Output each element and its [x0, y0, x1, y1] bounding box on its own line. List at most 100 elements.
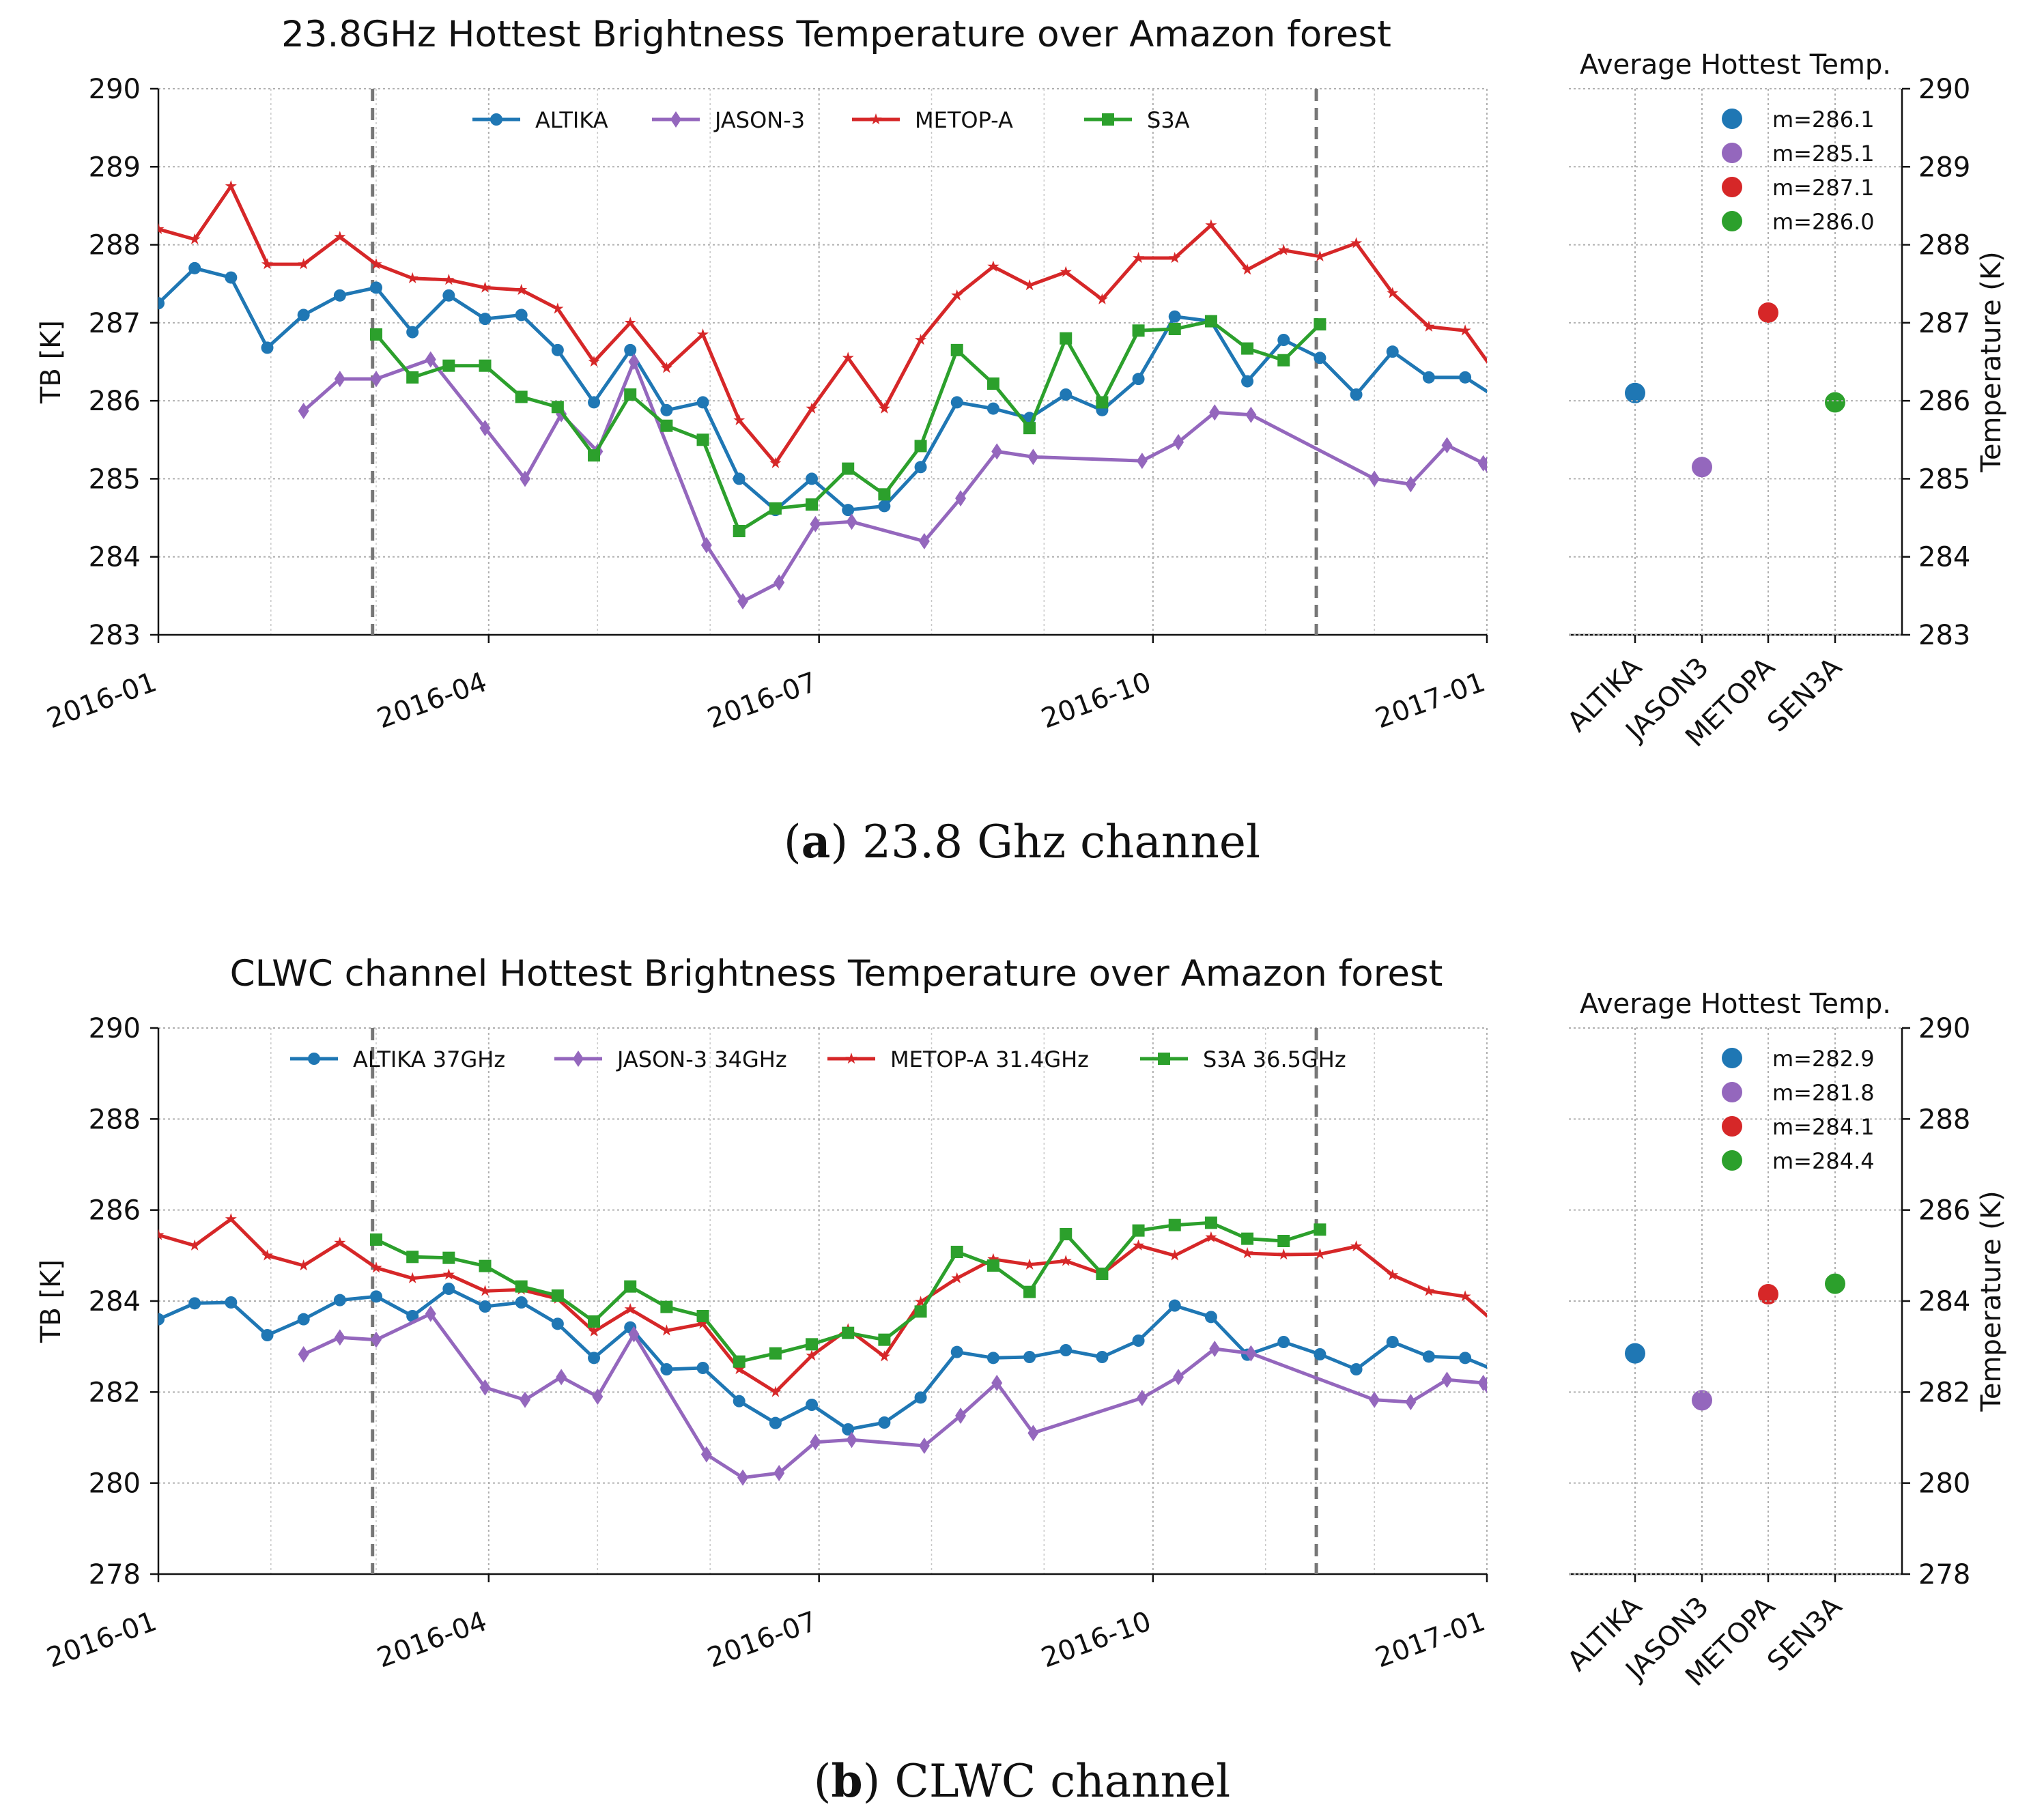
x-tick-label: 2016-10	[1037, 1605, 1155, 1674]
data-point	[1096, 1268, 1109, 1280]
caption-paren-open: (	[784, 816, 801, 868]
legend-label: ALTIKA 37GHz	[353, 1046, 505, 1072]
data-point	[914, 1391, 927, 1404]
data-point	[950, 343, 963, 356]
data-point	[588, 449, 601, 462]
side-y-tick-label: 286	[1918, 1195, 1970, 1227]
y-tick-label: 284	[89, 1286, 141, 1317]
data-point	[1350, 1240, 1363, 1252]
side-data-point	[1692, 457, 1712, 478]
chart-title: 23.8GHz Hottest Brightness Temperature o…	[281, 14, 1391, 55]
data-point	[733, 1355, 746, 1368]
side-data-point	[1758, 1284, 1778, 1304]
data-point	[1405, 1394, 1417, 1410]
data-point	[773, 1465, 785, 1481]
data-point	[1241, 1232, 1254, 1245]
data-point	[1023, 1258, 1036, 1270]
data-point	[588, 1315, 601, 1328]
caption-text: CLWC channel	[880, 1755, 1230, 1808]
data-point	[846, 1431, 857, 1448]
data-point	[1096, 293, 1108, 304]
data-point	[479, 359, 492, 372]
data-point	[479, 1285, 492, 1296]
data-point	[370, 1290, 383, 1303]
data-point	[950, 1345, 963, 1358]
side-x-tick-label: SEN3A	[1761, 651, 1848, 738]
side-y-axis-label: Temperature (K)	[1976, 251, 2007, 473]
side-panel-title: Average Hottest Temp.	[1580, 988, 1891, 1020]
legend-label: METOP-A	[915, 107, 1013, 133]
data-point	[333, 289, 346, 302]
data-point	[660, 1300, 673, 1313]
side-y-tick-label: 285	[1918, 463, 1970, 495]
side-data-point	[1825, 1273, 1845, 1294]
y-tick-label: 280	[89, 1468, 141, 1500]
data-point	[806, 498, 819, 511]
chart-23ghz: 23.8GHz Hottest Brightness Temperature o…	[36, 14, 2007, 868]
data-point	[1459, 1290, 1471, 1302]
data-point	[1350, 1363, 1363, 1375]
data-point	[733, 525, 746, 537]
data-point	[914, 1305, 927, 1318]
data-point	[1133, 252, 1145, 263]
side-data-point	[1825, 392, 1845, 413]
data-point	[1027, 448, 1039, 466]
data-point	[1481, 456, 1487, 473]
data-point	[334, 1329, 345, 1346]
data-point	[479, 1379, 491, 1396]
series-line-altika-37ghz	[158, 1287, 1487, 1431]
data-point	[188, 261, 201, 274]
data-point	[298, 1346, 309, 1362]
data-point	[733, 472, 746, 485]
data-point	[515, 1296, 528, 1309]
data-point	[769, 1386, 782, 1397]
side-y-tick-label: 286	[1918, 386, 1970, 417]
data-point	[1169, 252, 1181, 263]
caption-paren-close: )	[863, 1755, 881, 1808]
data-point	[158, 223, 165, 234]
data-point	[1023, 1351, 1036, 1363]
data-point	[700, 537, 712, 554]
data-point	[1387, 1269, 1399, 1281]
data-point	[914, 440, 927, 453]
side-y-tick-label: 278	[1918, 1559, 1970, 1590]
data-point	[1423, 1285, 1435, 1296]
side-y-tick-label: 284	[1918, 1286, 1970, 1317]
data-point	[1441, 437, 1453, 454]
data-point	[1459, 1352, 1472, 1365]
data-point	[986, 1259, 999, 1272]
data-point	[986, 402, 999, 415]
y-tick-label: 284	[89, 542, 141, 573]
data-point	[1027, 1425, 1039, 1442]
data-point	[1386, 345, 1399, 358]
data-point	[261, 258, 274, 270]
data-point	[733, 414, 746, 425]
data-point	[878, 500, 891, 513]
data-point	[592, 1388, 604, 1405]
side-y-tick-label: 289	[1918, 152, 1970, 183]
side-legend-marker	[1722, 1048, 1742, 1068]
data-point	[552, 302, 564, 314]
data-point	[1422, 371, 1435, 384]
data-point	[479, 1259, 492, 1272]
data-point	[624, 343, 637, 356]
data-point	[298, 1259, 310, 1271]
legend-marker	[870, 113, 882, 125]
y-tick-label: 286	[89, 1195, 141, 1227]
side-legend-marker	[1722, 109, 1742, 129]
side-legend-marker	[1722, 143, 1742, 163]
side-y-tick-label: 288	[1918, 1104, 1970, 1135]
side-legend-label: m=282.9	[1772, 1046, 1875, 1072]
data-point	[842, 504, 855, 517]
data-point	[515, 309, 528, 322]
data-point	[842, 1326, 855, 1339]
data-point	[696, 1310, 709, 1322]
data-point	[806, 1338, 819, 1351]
data-point	[1245, 1345, 1257, 1362]
data-point	[951, 1272, 963, 1283]
x-tick-label: 2016-01	[43, 666, 161, 734]
data-point	[370, 1261, 382, 1273]
data-point	[769, 1347, 782, 1360]
data-point	[1314, 1248, 1326, 1259]
side-y-tick-label: 280	[1918, 1468, 1970, 1500]
